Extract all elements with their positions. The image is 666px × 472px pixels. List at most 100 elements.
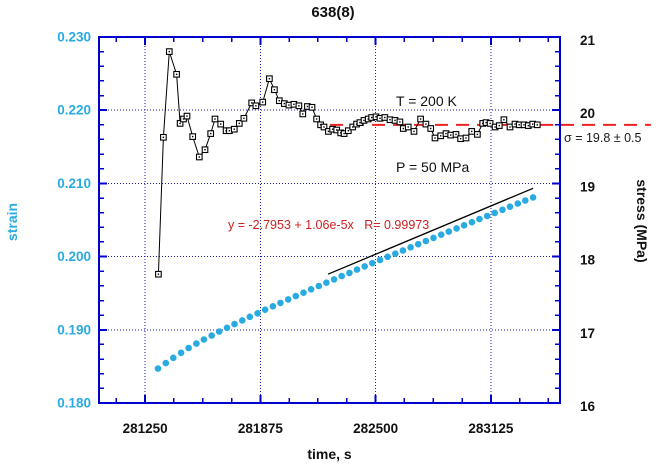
- stress-marker-dot: [389, 119, 391, 121]
- annotation-temperature: T = 200 K: [396, 93, 457, 109]
- left-tick-label: 0.220: [57, 103, 91, 118]
- right-tick-label: 19: [580, 179, 595, 194]
- stress-marker-dot: [288, 104, 290, 106]
- stress-marker-dot: [527, 124, 529, 127]
- stress-marker-dot: [503, 119, 505, 121]
- stress-marker-dot: [445, 132, 447, 135]
- x-tick-label: 281250: [123, 421, 168, 436]
- strain-marker: [437, 231, 445, 238]
- stress-marker-dot: [384, 116, 386, 119]
- tick-labels: 281250 281875 282500 283125 0.230 0.220 0.210 0…: [57, 30, 595, 437]
- strain-marker: [491, 209, 499, 217]
- stress-marker-dot: [204, 149, 206, 151]
- stress-marker-dot: [278, 100, 280, 102]
- strain-marker: [200, 336, 208, 343]
- x-axis-title: time, s: [307, 446, 352, 462]
- stress-marker-dot: [162, 136, 165, 138]
- stress-marker-dot: [179, 122, 181, 125]
- strain-marker: [307, 286, 315, 293]
- right-axis-title: stress (MPa): [634, 179, 650, 263]
- stress-marker-dot: [315, 118, 318, 120]
- stress-marker-dot: [450, 134, 452, 136]
- strain-marker: [154, 365, 162, 372]
- strain-marker: [162, 359, 170, 367]
- stress-marker-dot: [518, 124, 520, 126]
- plot-frame: [98, 36, 561, 404]
- stress-marker-dot: [425, 123, 427, 125]
- stress-marker-dot: [419, 118, 422, 120]
- stress-marker-dot: [379, 117, 381, 119]
- strain-marker: [170, 354, 177, 362]
- stress-marker-dot: [175, 73, 178, 75]
- stress-marker-dot: [498, 124, 500, 127]
- stress-marker-dot: [210, 132, 212, 135]
- x-tick-label: 283125: [468, 421, 514, 436]
- annotation-pressure: P = 50 MPa: [396, 159, 470, 175]
- strain-marker: [239, 317, 246, 324]
- right-tick-label: 18: [580, 253, 596, 268]
- strain-marker: [215, 328, 223, 335]
- stress-marker-dot: [243, 117, 245, 119]
- strain-marker: [292, 292, 300, 300]
- stress-marker-dot: [471, 130, 473, 133]
- stress-marker-dot: [283, 102, 285, 105]
- stress-marker-dot: [262, 101, 264, 103]
- strain-marker: [315, 282, 323, 290]
- stress-marker-dot: [311, 106, 313, 108]
- strain-marker: [300, 289, 307, 297]
- stress-marker-dot: [228, 130, 231, 132]
- strain-marker: [407, 244, 414, 251]
- stress-marker-dot: [352, 126, 354, 128]
- stress-marker-dot: [343, 132, 345, 135]
- stress-marker-dot: [489, 122, 491, 125]
- stress-marker-dot: [273, 89, 276, 91]
- strain-marker: [353, 266, 361, 273]
- strain-marker: [246, 313, 254, 321]
- strain-marker: [514, 200, 522, 207]
- stress-marker-dot: [186, 115, 188, 117]
- stress-marker-dot: [347, 130, 349, 132]
- strain-marker: [185, 344, 192, 352]
- strain-marker: [414, 240, 422, 248]
- strain-marker: [522, 197, 529, 204]
- stress-marker-dot: [268, 78, 271, 80]
- strain-marker: [223, 324, 231, 332]
- stress-marker-dot: [327, 130, 330, 133]
- stress-marker-dot: [192, 135, 194, 138]
- stress-marker-dot: [394, 119, 396, 122]
- right-tick-label: 20: [580, 106, 595, 121]
- stress-marker-dot: [340, 132, 342, 134]
- x-tick-label: 282500: [353, 421, 398, 436]
- stress-marker-dot: [293, 103, 295, 105]
- stress-marker-dot: [168, 50, 170, 53]
- stress-line: [157, 51, 538, 275]
- fit-line: [327, 187, 534, 275]
- stress-marker-dot: [363, 119, 365, 122]
- stress-marker-dot: [399, 121, 401, 123]
- stress-marker-dot: [532, 123, 534, 125]
- stress-marker-dot: [434, 137, 436, 139]
- stress-marker-dot: [214, 118, 216, 120]
- stress-marker-dot: [459, 138, 462, 140]
- stress-series: [155, 48, 541, 278]
- stress-marker-dot: [319, 124, 322, 126]
- right-tick-label: 21: [580, 33, 596, 48]
- stress-marker-dot: [465, 137, 467, 139]
- strain-marker: [529, 194, 537, 201]
- strain-marker: [231, 320, 238, 328]
- left-tick-label: 0.190: [57, 322, 91, 337]
- strain-marker: [284, 296, 292, 303]
- strain-marker: [453, 225, 460, 232]
- annotation-conditions: T = 200 K P = 50 MPa: [396, 46, 469, 222]
- strain-marker: [506, 203, 514, 210]
- left-tick-label: 0.200: [57, 249, 91, 264]
- stress-marker-dot: [371, 116, 373, 119]
- right-tick-label: 17: [580, 326, 595, 341]
- stress-marker-dot: [336, 129, 338, 131]
- stress-marker-dot: [514, 123, 516, 125]
- stress-marker-dot: [331, 128, 334, 130]
- x-tick-label: 281875: [238, 421, 284, 436]
- gridlines: [99, 37, 560, 403]
